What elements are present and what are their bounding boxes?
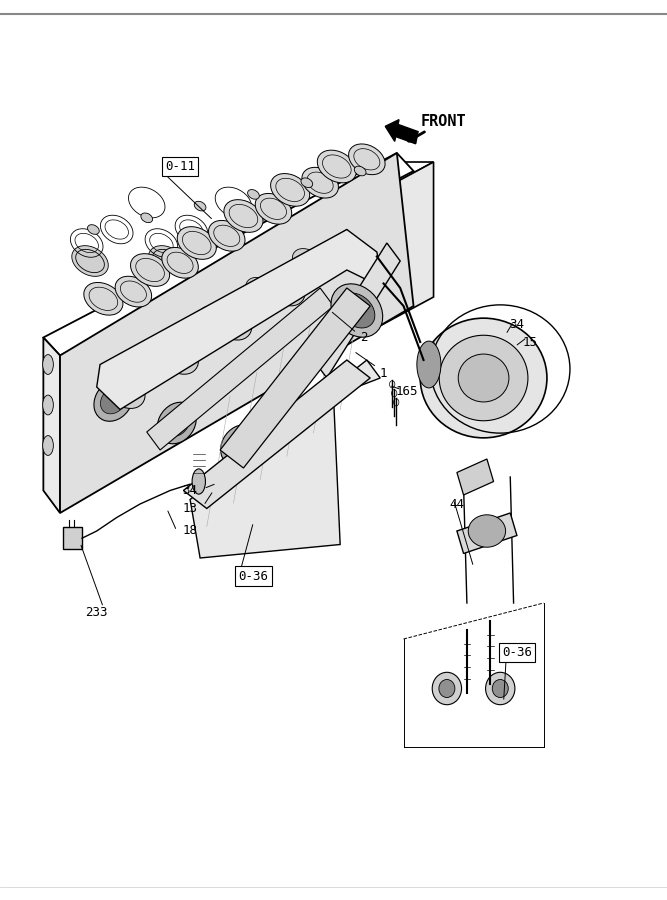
Ellipse shape xyxy=(486,672,515,705)
Ellipse shape xyxy=(245,277,275,302)
Polygon shape xyxy=(147,288,334,450)
Ellipse shape xyxy=(194,202,206,211)
Ellipse shape xyxy=(192,469,205,494)
Ellipse shape xyxy=(271,174,309,206)
Ellipse shape xyxy=(317,150,356,183)
Ellipse shape xyxy=(417,341,441,388)
Ellipse shape xyxy=(94,380,133,421)
Ellipse shape xyxy=(209,483,217,498)
Ellipse shape xyxy=(227,432,253,459)
Ellipse shape xyxy=(492,680,508,698)
Polygon shape xyxy=(313,243,400,378)
Ellipse shape xyxy=(331,284,383,338)
Ellipse shape xyxy=(109,374,145,409)
Ellipse shape xyxy=(458,354,509,402)
Polygon shape xyxy=(100,162,434,477)
Polygon shape xyxy=(220,288,370,468)
Ellipse shape xyxy=(269,272,305,306)
Ellipse shape xyxy=(302,167,338,198)
Ellipse shape xyxy=(468,515,506,547)
Text: 34: 34 xyxy=(183,484,197,497)
Ellipse shape xyxy=(206,472,214,487)
Ellipse shape xyxy=(292,248,321,274)
Text: 165: 165 xyxy=(396,385,418,398)
Ellipse shape xyxy=(84,283,123,315)
Ellipse shape xyxy=(199,306,228,331)
Polygon shape xyxy=(53,342,100,477)
Ellipse shape xyxy=(221,425,259,466)
Polygon shape xyxy=(43,338,60,513)
Ellipse shape xyxy=(517,369,524,382)
Polygon shape xyxy=(457,459,494,495)
Ellipse shape xyxy=(164,410,189,436)
Ellipse shape xyxy=(141,213,153,222)
Ellipse shape xyxy=(43,436,53,455)
Ellipse shape xyxy=(87,225,99,234)
Polygon shape xyxy=(60,153,414,513)
Ellipse shape xyxy=(284,447,323,489)
Ellipse shape xyxy=(432,672,462,705)
Polygon shape xyxy=(457,513,517,554)
Ellipse shape xyxy=(439,680,455,698)
Ellipse shape xyxy=(225,246,261,276)
Ellipse shape xyxy=(291,454,316,482)
Ellipse shape xyxy=(255,194,291,224)
Bar xyxy=(63,526,82,549)
Text: 18: 18 xyxy=(183,525,197,537)
Ellipse shape xyxy=(339,293,375,328)
Ellipse shape xyxy=(101,387,126,414)
Ellipse shape xyxy=(224,200,263,232)
Text: 0-11: 0-11 xyxy=(165,160,195,173)
Text: 233: 233 xyxy=(85,606,108,618)
Ellipse shape xyxy=(162,340,198,374)
Ellipse shape xyxy=(209,220,245,251)
Ellipse shape xyxy=(349,144,385,175)
Ellipse shape xyxy=(215,306,251,340)
Ellipse shape xyxy=(439,336,528,421)
Ellipse shape xyxy=(43,355,53,374)
Ellipse shape xyxy=(177,227,216,259)
Ellipse shape xyxy=(162,248,198,278)
Text: 34: 34 xyxy=(510,318,524,330)
Ellipse shape xyxy=(149,246,185,276)
Text: 44: 44 xyxy=(450,498,464,510)
Polygon shape xyxy=(140,230,354,369)
Polygon shape xyxy=(43,153,414,356)
Ellipse shape xyxy=(157,402,196,444)
Ellipse shape xyxy=(301,178,313,187)
Ellipse shape xyxy=(512,354,519,366)
Text: 2: 2 xyxy=(360,331,368,344)
Ellipse shape xyxy=(43,395,53,415)
Polygon shape xyxy=(420,342,437,382)
Polygon shape xyxy=(53,162,434,342)
Polygon shape xyxy=(183,360,370,508)
Ellipse shape xyxy=(420,318,547,437)
Polygon shape xyxy=(97,230,384,410)
Ellipse shape xyxy=(131,254,169,286)
Text: FRONT: FRONT xyxy=(420,114,466,129)
Ellipse shape xyxy=(152,335,181,360)
Ellipse shape xyxy=(247,190,259,199)
Text: 13: 13 xyxy=(183,502,197,515)
Ellipse shape xyxy=(72,246,108,276)
Text: 1: 1 xyxy=(380,367,388,380)
FancyArrow shape xyxy=(386,120,418,144)
Ellipse shape xyxy=(115,276,151,307)
Text: 0-36: 0-36 xyxy=(239,570,268,582)
Text: 0-36: 0-36 xyxy=(502,646,532,659)
Text: 15: 15 xyxy=(523,336,538,348)
Ellipse shape xyxy=(354,166,366,176)
Ellipse shape xyxy=(302,246,338,276)
Polygon shape xyxy=(190,360,380,558)
